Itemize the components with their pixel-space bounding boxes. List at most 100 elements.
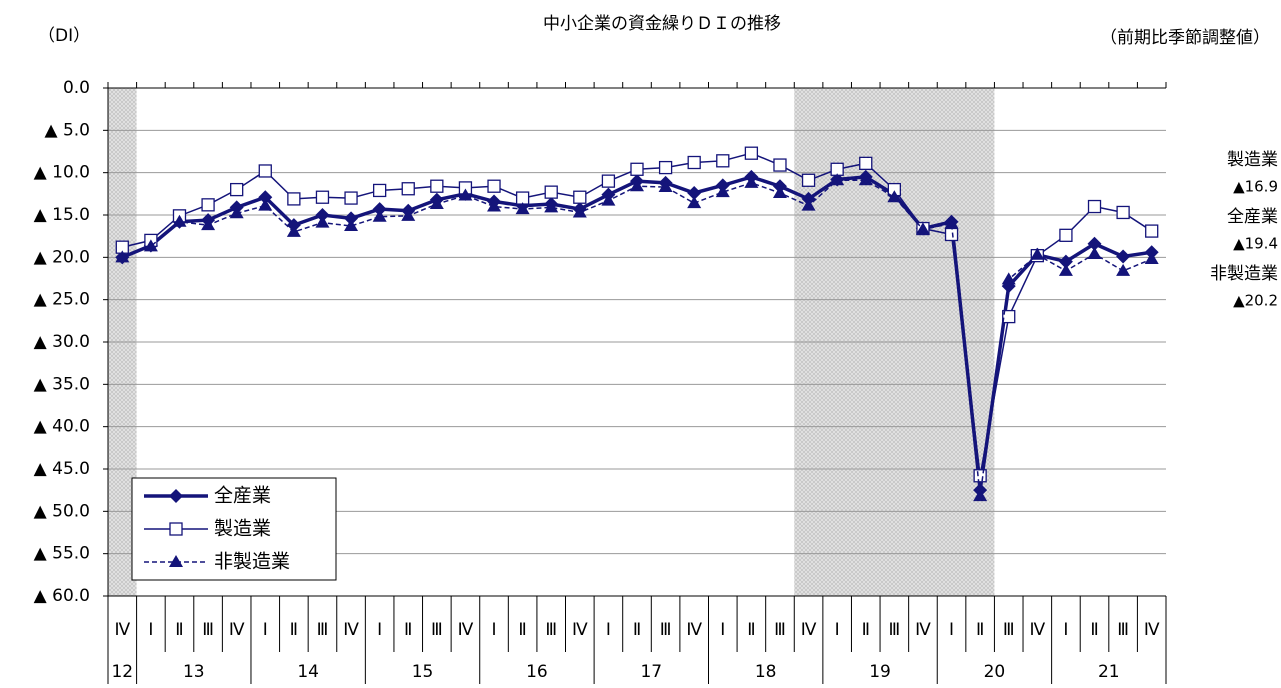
year-label: 14 xyxy=(297,662,319,682)
marker-diamond xyxy=(1058,254,1073,269)
marker-diamond xyxy=(344,211,359,226)
x-tick-label: Ⅰ xyxy=(606,620,611,640)
x-tick-label: Ⅲ xyxy=(888,620,900,640)
note: （前期比季節調整値） xyxy=(1100,28,1270,48)
marker-triangle xyxy=(801,198,816,211)
marker-triangle xyxy=(572,205,587,218)
x-tick-label: Ⅲ xyxy=(202,620,214,640)
marker-triangle xyxy=(172,214,187,227)
marker-triangle xyxy=(715,185,730,198)
y-tick-label: ▲ 45.0 xyxy=(34,459,90,479)
x-tick-label: Ⅱ xyxy=(290,620,298,640)
marker-triangle xyxy=(858,173,873,186)
marker-diamond xyxy=(1087,236,1102,251)
year-label: 16 xyxy=(526,662,548,682)
marker-square xyxy=(372,183,387,198)
marker-diamond xyxy=(169,489,183,503)
y-tick-label: ▲ 20.0 xyxy=(34,247,90,267)
marker-triangle xyxy=(344,219,359,232)
marker-triangle xyxy=(169,555,183,567)
series-line xyxy=(122,179,1152,497)
annotation-value: ▲19.4 xyxy=(1233,235,1278,253)
marker-triangle xyxy=(830,173,845,186)
legend-label: 全産業 xyxy=(214,485,271,507)
year-label: 19 xyxy=(869,662,891,682)
marker-diamond xyxy=(372,202,387,217)
x-tick-label: Ⅰ xyxy=(835,620,840,640)
marker-triangle xyxy=(1001,272,1016,285)
x-tick-label: Ⅰ xyxy=(263,620,268,640)
marker-triangle xyxy=(1144,252,1159,265)
marker-diamond xyxy=(1116,249,1131,264)
y-unit: （DI） xyxy=(38,26,90,46)
year-label: 17 xyxy=(640,662,662,682)
y-tick-label: ▲ 10.0 xyxy=(34,163,90,183)
marker-square xyxy=(773,158,787,172)
marker-triangle xyxy=(429,196,444,209)
y-tick-label: ▲ 5.0 xyxy=(44,120,90,140)
x-tick-label: Ⅳ xyxy=(343,620,359,640)
y-tick-label: ▲ 15.0 xyxy=(34,205,90,225)
x-tick-label: Ⅱ xyxy=(976,620,984,640)
annotation-value: ▲16.9 xyxy=(1233,178,1278,196)
marker-triangle xyxy=(630,179,644,192)
x-tick-label: Ⅱ xyxy=(404,620,412,640)
x-tick-label: Ⅳ xyxy=(1144,620,1160,640)
marker-triangle xyxy=(944,216,959,229)
marker-square xyxy=(859,156,873,171)
marker-triangle xyxy=(515,202,530,215)
marker-triangle xyxy=(1087,246,1102,259)
x-tick-label: Ⅳ xyxy=(114,620,130,640)
x-tick-label: Ⅲ xyxy=(317,620,329,640)
marker-triangle xyxy=(887,190,902,203)
marker-square xyxy=(687,155,701,170)
marker-diamond xyxy=(687,185,702,200)
marker-square xyxy=(230,182,244,197)
marker-square xyxy=(944,227,959,242)
x-tick-label: Ⅱ xyxy=(747,620,755,640)
marker-square xyxy=(973,469,987,483)
marker-square xyxy=(1145,224,1159,238)
marker-square xyxy=(744,146,759,160)
chart-title: 中小企業の資金繰りＤＩの推移 xyxy=(543,14,781,34)
x-tick-label: Ⅰ xyxy=(720,620,725,640)
series-line xyxy=(121,175,1152,491)
marker-square xyxy=(315,190,330,204)
marker-triangle xyxy=(143,239,158,252)
marker-triangle xyxy=(286,224,301,237)
marker-triangle xyxy=(401,208,416,221)
y-tick-label: ▲ 50.0 xyxy=(34,501,90,521)
marker-square xyxy=(630,162,644,176)
marker-triangle xyxy=(601,193,616,206)
marker-triangle xyxy=(229,206,244,219)
x-tick-label: Ⅱ xyxy=(175,620,183,640)
annotation-name: 非製造業 xyxy=(1210,264,1278,284)
x-tick-label: Ⅲ xyxy=(1003,620,1015,640)
x-tick-label: Ⅰ xyxy=(949,620,954,640)
marker-triangle xyxy=(315,215,330,228)
marker-triangle xyxy=(658,180,673,193)
x-tick-label: Ⅳ xyxy=(686,620,702,640)
marker-square xyxy=(544,185,558,199)
year-label: 12 xyxy=(111,662,133,682)
marker-square xyxy=(401,182,415,196)
x-tick-label: Ⅰ xyxy=(377,620,382,640)
x-tick-label: Ⅲ xyxy=(545,620,557,640)
x-tick-label: Ⅳ xyxy=(572,620,588,640)
x-tick-label: Ⅲ xyxy=(774,620,786,640)
marker-triangle xyxy=(1058,263,1073,276)
x-tick-label: Ⅰ xyxy=(492,620,497,640)
y-tick-label: ▲ 30.0 xyxy=(34,332,90,352)
x-tick-label: Ⅰ xyxy=(1063,620,1068,640)
x-tick-label: Ⅲ xyxy=(1117,620,1129,640)
marker-square xyxy=(1087,199,1102,214)
year-label: 13 xyxy=(183,662,205,682)
marker-square xyxy=(258,164,272,178)
x-tick-label: Ⅳ xyxy=(1029,620,1045,640)
annotation-name: 全産業 xyxy=(1227,207,1278,227)
y-tick-label: ▲ 35.0 xyxy=(34,374,90,394)
annotation-value: ▲20.2 xyxy=(1233,292,1278,310)
marker-triangle xyxy=(973,489,988,502)
marker-square xyxy=(1002,309,1016,324)
